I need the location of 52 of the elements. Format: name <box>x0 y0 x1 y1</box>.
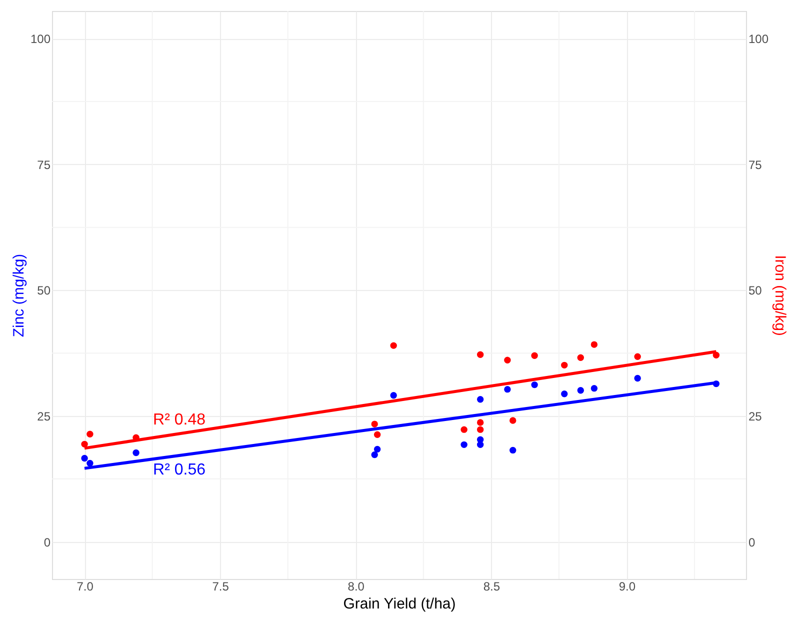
y-tick-label: 75 <box>37 158 51 172</box>
y2-tick-label: 25 <box>748 409 762 424</box>
point <box>371 420 378 428</box>
point <box>510 446 516 454</box>
point <box>86 430 94 438</box>
point <box>590 341 598 348</box>
point <box>390 392 397 399</box>
point <box>460 426 468 433</box>
y2-axis-title: Iron (mg/kg) <box>772 255 789 336</box>
y2-tick-label: 100 <box>748 32 769 46</box>
point <box>132 449 140 456</box>
x-tick-label: 7.5 <box>212 580 230 594</box>
point <box>577 386 584 394</box>
point <box>634 374 641 382</box>
point <box>374 431 381 438</box>
y-tick-label: 100 <box>30 32 51 46</box>
annotation: R² 0.56 <box>153 461 206 478</box>
point <box>476 441 484 448</box>
point <box>531 381 538 388</box>
point <box>371 451 378 458</box>
y2-tick-label: 0 <box>748 535 756 550</box>
y-tick-label: 25 <box>37 409 51 424</box>
point <box>561 362 568 369</box>
point <box>476 351 484 358</box>
point <box>374 446 381 453</box>
y-tick-label: 50 <box>37 284 51 298</box>
point <box>390 342 397 349</box>
x-axis-title: Grain Yield (t/ha) <box>343 596 456 612</box>
point <box>460 441 468 448</box>
point <box>81 454 88 462</box>
point <box>634 353 641 360</box>
point <box>577 354 584 361</box>
point <box>590 384 598 392</box>
point <box>561 390 568 398</box>
point <box>86 460 94 467</box>
x-tick-label: 8.5 <box>483 580 500 594</box>
point <box>504 356 511 364</box>
y2-tick-label: 75 <box>748 158 762 172</box>
point <box>476 419 484 426</box>
x-tick-label: 7.0 <box>76 580 94 594</box>
point <box>510 417 516 424</box>
x-tick-label: 9.0 <box>618 580 636 594</box>
x-tick-label: 8.0 <box>348 580 365 594</box>
point <box>81 440 88 448</box>
y-axis-title: Zinc (mg/kg) <box>10 254 28 338</box>
annotation: R² 0.48 <box>153 412 206 429</box>
point <box>531 352 538 359</box>
y-tick-label: 0 <box>44 535 51 550</box>
point <box>504 386 511 393</box>
point <box>476 396 484 403</box>
y2-tick-label: 50 <box>748 284 762 298</box>
point <box>476 426 484 433</box>
